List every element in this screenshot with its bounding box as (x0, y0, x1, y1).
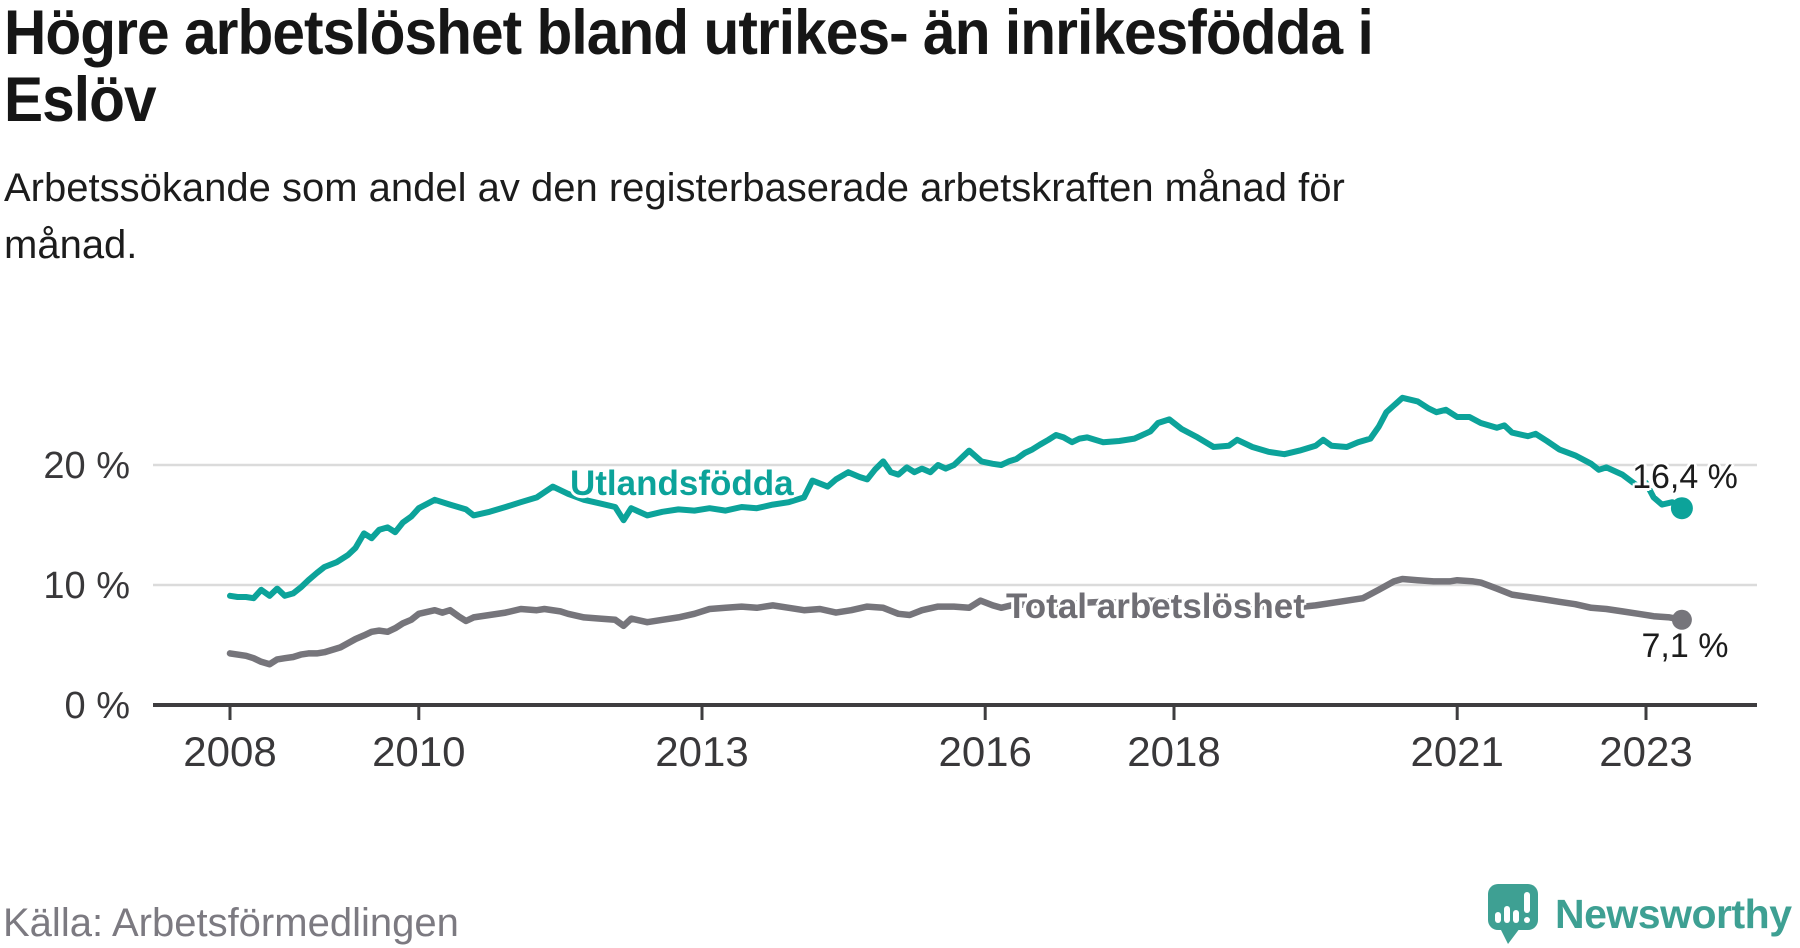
x-tick-label: 2021 (1410, 728, 1503, 775)
end-value-label-total: 7,1 % (1641, 627, 1729, 665)
end-value-label-utlandsfodda: 16,4 % (1632, 458, 1738, 496)
y-tick-label: 10 % (43, 565, 130, 607)
x-tick-label: 2016 (938, 728, 1031, 775)
chart-subtitle-line-1: Arbetssökande som andel av den registerb… (4, 166, 1345, 210)
chart-subtitle-line-2: månad. (4, 223, 138, 267)
series-line-utlandsfodda (227, 394, 1685, 602)
y-tick-label: 0 % (65, 685, 130, 727)
page-title-line-2: Eslöv (4, 65, 157, 135)
x-tick-label: 2018 (1127, 728, 1220, 775)
series-label-total-arbetsloshet: Total arbetslöshet (1006, 587, 1305, 626)
series-line-total-arbetsloshet (226, 575, 1686, 668)
x-tick-label: 2010 (372, 728, 465, 775)
chart-subtitle: Arbetssökande som andel av den registerb… (4, 160, 1345, 274)
newsworthy-logo-icon (1488, 884, 1538, 944)
series-end-dot-utlandsfodda (1670, 497, 1693, 520)
series-label-utlandsfodda: Utlandsfödda (570, 464, 794, 503)
newsworthy-logo-text: Newsworthy (1555, 891, 1792, 937)
page-title: Högre arbetslöshet bland utrikes- än inr… (4, 0, 1374, 135)
y-tick-label: 20 % (43, 445, 130, 487)
x-tick-label: 2008 (183, 728, 276, 775)
newsworthy-logo: Newsworthy (1488, 884, 1792, 946)
x-tick-label: 2013 (655, 728, 748, 775)
source-credit: Källa: Arbetsförmedlingen (3, 901, 459, 945)
x-tick-label: 2023 (1599, 728, 1692, 775)
series-end-dot-total-arbetsloshet (1671, 609, 1692, 630)
page-title-line-1: Högre arbetslöshet bland utrikes- än inr… (4, 0, 1374, 68)
